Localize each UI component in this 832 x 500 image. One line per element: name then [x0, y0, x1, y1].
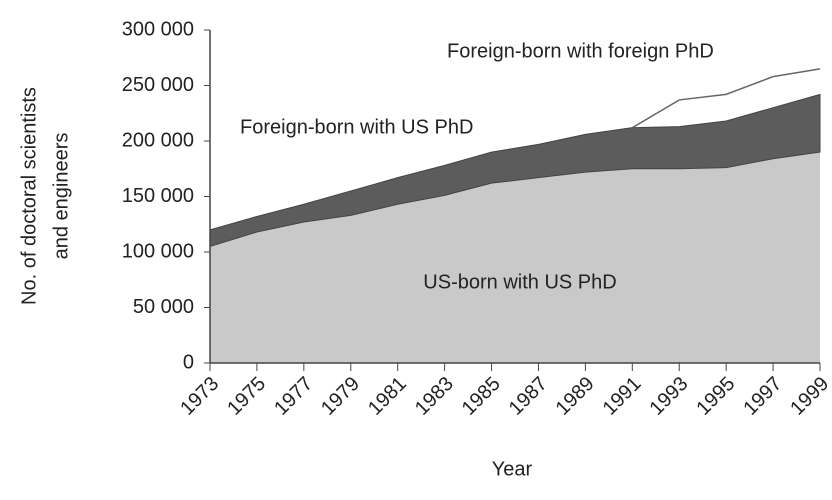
x-tick-label: 1989 — [552, 373, 599, 420]
x-tick-label: 1981 — [364, 373, 411, 420]
series-label: Foreign-born with US PhD — [240, 116, 473, 138]
y-tick-label: 0 — [183, 351, 194, 373]
x-tick-label: 1993 — [645, 373, 692, 420]
y-axis-label: and engineers — [50, 133, 72, 260]
x-tick-label: 1987 — [505, 373, 552, 420]
y-tick-label: 250 000 — [122, 74, 194, 96]
series-label: US-born with US PhD — [423, 271, 616, 293]
y-tick-label: 100 000 — [122, 240, 194, 262]
area — [209, 93, 821, 248]
x-tick-label: 1983 — [411, 373, 458, 420]
y-axis-label: No. of doctoral scientists — [18, 87, 40, 305]
line — [631, 68, 821, 129]
x-tick-label: 1973 — [176, 373, 223, 420]
x-tick-label: 1995 — [692, 373, 739, 420]
x-axis-label: Year — [492, 458, 533, 480]
y-tick-label: 50 000 — [133, 296, 194, 318]
x-tick-label: 1991 — [599, 373, 646, 420]
y-tick-label: 200 000 — [122, 129, 194, 151]
x-tick-label: 1977 — [270, 373, 317, 420]
x-tick-label: 1985 — [458, 373, 505, 420]
x-tick-label: 1979 — [317, 373, 364, 420]
x-tick-label: 1975 — [223, 373, 270, 420]
y-tick-label: 150 000 — [122, 185, 194, 207]
x-tick-label: 1999 — [786, 373, 832, 420]
series-label: Foreign-born with foreign PhD — [447, 40, 714, 62]
x-tick-label: 1997 — [739, 373, 786, 420]
area — [210, 152, 820, 363]
y-tick-label: 300 000 — [122, 18, 194, 40]
